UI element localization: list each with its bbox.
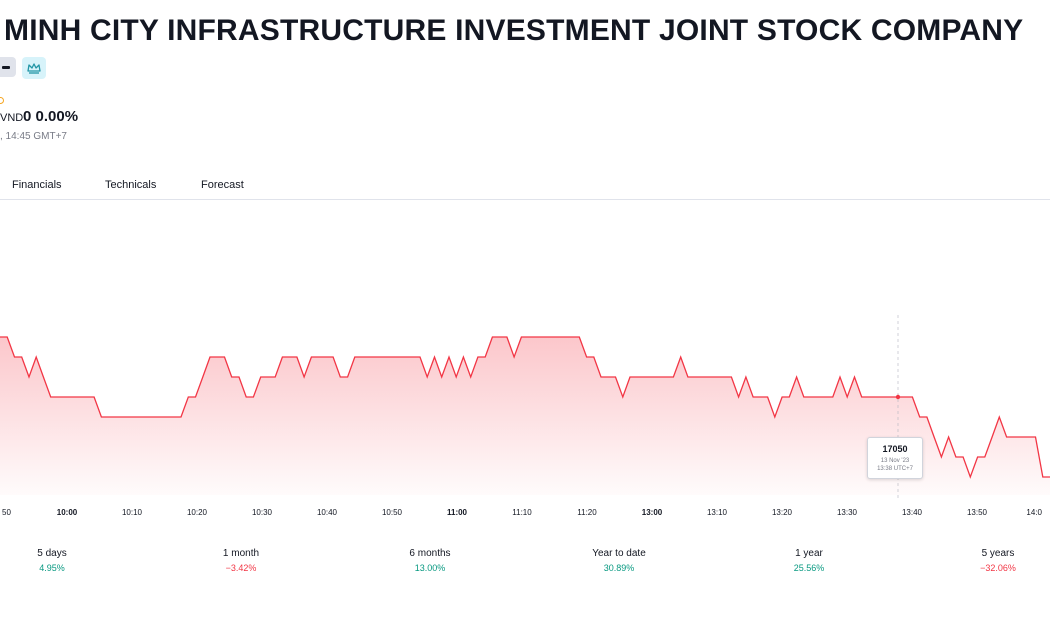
price-area-fill — [0, 337, 1050, 495]
crosshair-marker — [895, 394, 901, 400]
tab-technicals[interactable]: Technicals — [105, 179, 157, 191]
company-title: MINH CITY INFRASTRUCTURE INVESTMENT JOIN… — [4, 14, 1024, 47]
x-tick-label: 10:50 — [382, 508, 403, 517]
tab-bar: Financials Technicals Forecast — [0, 170, 1050, 200]
x-tick-label: 10:10 — [122, 508, 143, 517]
x-tick-label: 13:40 — [902, 508, 923, 517]
period-5-days[interactable]: 5 days 4.95% — [0, 548, 112, 573]
chart-tooltip: 17050 13 Nov '23 13:38 UTC+7 — [867, 437, 923, 479]
x-tick-label: 11:10 — [512, 508, 532, 517]
x-tick-label: 10:00 — [57, 508, 78, 517]
x-tick-label: 10:20 — [187, 508, 208, 517]
badge-row — [0, 57, 46, 79]
period-year-to-date[interactable]: Year to date 30.89% — [559, 548, 679, 573]
performance-periods: 5 days 4.95% 1 month −3.42% 6 months 13.… — [0, 548, 1050, 578]
period-label: 6 months — [409, 548, 451, 559]
x-tick-label: 14:0 — [1026, 508, 1042, 517]
period-1-month[interactable]: 1 month −3.42% — [181, 548, 301, 573]
period-value: 25.56% — [793, 563, 825, 573]
period-6-months[interactable]: 6 months 13.00% — [370, 548, 490, 573]
period-value: 13.00% — [414, 563, 446, 573]
x-tick-label: 13:50 — [967, 508, 988, 517]
period-label: Year to date — [592, 548, 646, 559]
period-label: 5 years — [981, 548, 1015, 559]
currency-label: VND — [0, 112, 24, 124]
x-tick-label: 11:20 — [577, 508, 597, 517]
market-status-icon — [0, 97, 4, 104]
period-value: 4.95% — [39, 563, 65, 573]
x-tick-label: 50 — [2, 508, 11, 517]
period-value: −3.42% — [225, 563, 257, 573]
period-label: 1 year — [795, 548, 823, 559]
tooltip-time: 13:38 UTC+7 — [877, 466, 913, 472]
tooltip-date: 13 Nov '23 — [880, 458, 910, 464]
x-tick-label: 13:00 — [642, 508, 663, 517]
minus-icon[interactable] — [0, 57, 16, 77]
price-change: 0 0.00% — [23, 108, 79, 125]
price-line — [0, 336, 1050, 479]
price-chart-svg: 50 10:00 10:10 10:20 10:30 10:40 10:50 11:00 11:… — [0, 315, 1050, 517]
price-chart[interactable]: 50 10:00 10:10 10:20 10:30 10:40 10:50 11:00 11:… — [0, 200, 1050, 530]
period-value: −32.06% — [980, 563, 1016, 573]
tab-forecast[interactable]: Forecast — [201, 179, 244, 191]
quote-timestamp: , 14:45 GMT+7 — [0, 131, 67, 142]
period-value: 30.89% — [603, 563, 635, 573]
crown-icon[interactable] — [22, 57, 46, 79]
period-5-years[interactable]: 5 years −32.06% — [938, 548, 1050, 573]
x-tick-label: 13:20 — [772, 508, 793, 517]
period-label: 5 days — [37, 548, 67, 559]
tooltip-price: 17050 — [882, 444, 908, 454]
x-tick-label: 13:30 — [837, 508, 858, 517]
x-tick-label: 10:30 — [252, 508, 273, 517]
period-1-year[interactable]: 1 year 25.56% — [749, 548, 869, 573]
x-tick-label: 11:00 — [447, 508, 468, 517]
x-tick-label: 10:40 — [317, 508, 338, 517]
x-tick-label: 13:10 — [707, 508, 728, 517]
tab-financials[interactable]: Financials — [12, 179, 62, 191]
period-label: 1 month — [222, 548, 260, 559]
